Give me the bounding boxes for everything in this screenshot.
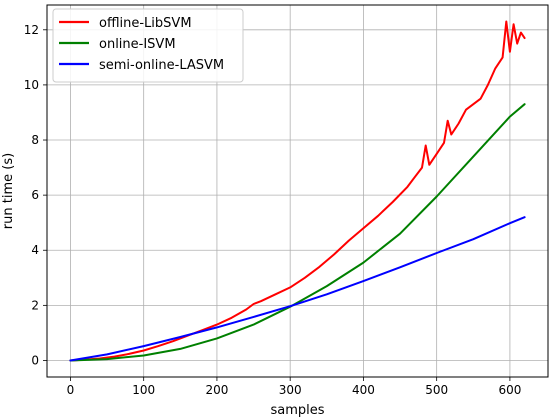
y-tick-label: 4 [31,243,39,257]
legend-box [52,8,244,83]
series-line-online-isvm [69,103,526,362]
legend-label: offline-LibSVM [99,16,192,31]
y-axis-label: run time (s) [1,153,16,229]
legend: offline-LibSVM online-ISVM semi-online-LAS… [52,8,244,83]
series-line-offline-libsvm [69,20,526,362]
grid [47,5,548,377]
series-line-semi-online-lasvm [69,216,526,362]
y-tick-label: 10 [24,78,39,92]
x-axis-label: samples [270,403,324,418]
y-tick-label: 12 [24,23,39,37]
x-tick-label: 500 [425,383,448,397]
x-tick-label: 200 [205,383,228,397]
y-tick-label: 2 [31,298,39,312]
plot-frame [46,4,549,378]
x-tick-label: 0 [67,383,75,397]
x-tick-label: 300 [279,383,302,397]
y-tick-label: 0 [31,353,39,367]
y-tick-label: 8 [31,133,39,147]
x-tick-label: 600 [498,383,521,397]
series-lines [69,20,526,362]
y-tick-label: 6 [31,188,39,202]
x-tick-label: 400 [352,383,375,397]
legend-label: online-ISVM [99,37,176,52]
x-tick-label: 100 [132,383,155,397]
legend-label: semi-online-LASVM [99,58,224,73]
axis-ticks: 0 100 200 300 400 500 600 0 2 4 6 8 10 12 [24,23,522,397]
